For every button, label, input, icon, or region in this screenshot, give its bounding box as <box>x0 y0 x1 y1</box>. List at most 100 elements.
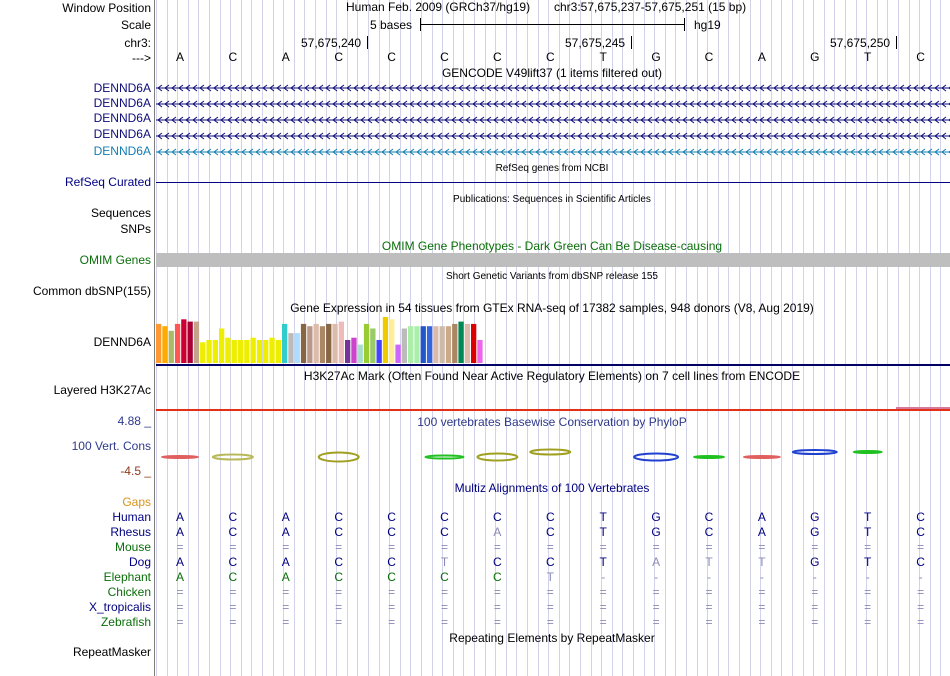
gtex-tissue-bar[interactable] <box>200 342 206 363</box>
multiz-track-title[interactable]: Multiz Alignments of 100 Vertebrates <box>454 481 650 495</box>
gtex-tissue-bar[interactable] <box>263 340 269 363</box>
gtex-tissue-bar[interactable] <box>162 326 168 363</box>
gtex-tissue-bar[interactable] <box>458 321 464 363</box>
phylop-track-title[interactable]: 100 vertebrates Basewise Conservation by… <box>417 415 687 429</box>
publications-snps-label[interactable]: SNPs <box>120 222 151 236</box>
gtex-tissue-bar[interactable] <box>206 340 212 363</box>
track-image-area[interactable]: Human Feb. 2009 (GRCh37/hg19) chr3:57,67… <box>156 0 950 676</box>
gtex-tissue-bar[interactable] <box>464 323 470 363</box>
refseq-track-title[interactable]: RefSeq genes from NCBI <box>495 163 609 174</box>
gtex-tissue-bar[interactable] <box>225 337 231 363</box>
gtex-tissue-bar[interactable] <box>269 337 275 363</box>
gtex-tissue-bar[interactable] <box>376 340 382 363</box>
species-label-xtropicalis[interactable]: X_tropicalis <box>88 600 151 614</box>
gtex-tissue-bar[interactable] <box>300 323 307 363</box>
gtex-expression-bars[interactable] <box>156 315 950 363</box>
gtex-tissue-bar[interactable] <box>250 337 256 363</box>
gtex-tissue-bar[interactable] <box>294 333 300 363</box>
scale-label[interactable]: Scale <box>120 18 151 32</box>
gencode-item-label[interactable]: DENND6A <box>93 81 151 95</box>
gencode-item-label[interactable]: DENND6A <box>93 96 151 110</box>
gencode-transcript[interactable] <box>156 116 950 124</box>
gtex-tissue-bar[interactable] <box>212 340 218 363</box>
gtex-tissue-bar[interactable] <box>363 323 370 363</box>
publications-sequences-label[interactable]: Sequences <box>90 206 151 220</box>
species-label-chicken[interactable]: Chicken <box>107 585 151 599</box>
gtex-tissue-bar[interactable] <box>414 326 420 363</box>
gtex-tissue-bar[interactable] <box>382 317 389 363</box>
species-label-elephant[interactable]: Elephant <box>103 570 151 584</box>
gencode-item-label[interactable]: DENND6A <box>93 144 151 158</box>
species-label-human[interactable]: Human <box>112 510 151 524</box>
gtex-tissue-bar[interactable] <box>452 323 458 363</box>
gencode-item-label[interactable]: DENND6A <box>93 127 151 141</box>
gtex-track-title[interactable]: Gene Expression in 54 tissues from GTEx … <box>290 301 814 315</box>
gtex-tissue-bar[interactable] <box>477 340 483 363</box>
gencode-transcript[interactable] <box>156 132 950 140</box>
omim-track-title[interactable]: OMIM Gene Phenotypes - Dark Green Can Be… <box>381 239 723 253</box>
repeatmasker-track-title[interactable]: Repeating Elements by RepeatMasker <box>449 631 655 645</box>
gtex-tissue-bar[interactable] <box>338 321 344 363</box>
gtex-tissue-bar[interactable] <box>395 344 401 363</box>
gtex-tissue-bar[interactable] <box>319 326 326 363</box>
gtex-tissue-bar[interactable] <box>426 326 433 363</box>
gtex-tissue-bar[interactable] <box>408 326 414 363</box>
omim-gene-block[interactable] <box>156 253 950 267</box>
refseq-gene-line[interactable] <box>156 182 950 183</box>
gencode-transcripts[interactable] <box>156 80 950 160</box>
gtex-tissue-bar[interactable] <box>420 326 426 363</box>
multiz-gaps-label[interactable]: Gaps <box>122 495 151 509</box>
h3k27ac-track-title[interactable]: H3K27Ac Mark (Often Found Near Active Re… <box>303 369 801 383</box>
omim-track-label[interactable]: OMIM Genes <box>79 253 151 267</box>
gencode-transcript[interactable] <box>156 148 950 156</box>
refseq-track-label[interactable]: RefSeq Curated <box>64 175 151 189</box>
gtex-tissue-bar[interactable] <box>174 323 181 363</box>
gtex-tissue-bar[interactable] <box>345 340 351 363</box>
gtex-tissue-bar[interactable] <box>244 340 250 363</box>
gencode-transcript[interactable] <box>156 84 950 92</box>
gtex-track-label[interactable]: DENND6A <box>93 335 151 349</box>
gtex-tissue-bar[interactable] <box>351 337 357 363</box>
gtex-tissue-bar[interactable] <box>401 328 407 364</box>
gtex-tissue-bar[interactable] <box>389 319 395 363</box>
window-position-label[interactable]: Window Position <box>62 1 151 15</box>
strand-label[interactable]: ---> <box>132 51 151 65</box>
gencode-item-label[interactable]: DENND6A <box>93 111 151 125</box>
gtex-tissue-bar[interactable] <box>282 323 288 363</box>
gtex-tissue-bar[interactable] <box>237 340 244 363</box>
species-label-zebrafish[interactable]: Zebrafish <box>100 615 151 629</box>
gtex-tissue-bar[interactable] <box>439 326 445 363</box>
gtex-tissue-bar[interactable] <box>288 333 294 363</box>
dbsnp-track-label[interactable]: Common dbSNP(155) <box>32 284 151 298</box>
gtex-tissue-bar[interactable] <box>370 328 376 364</box>
gtex-tissue-bar[interactable] <box>357 344 363 363</box>
repeatmasker-track-label[interactable]: RepeatMasker <box>72 645 151 659</box>
gencode-track-title[interactable]: GENCODE V49lift37 (1 items filtered out) <box>441 66 663 80</box>
gtex-tissue-bar[interactable] <box>219 328 225 364</box>
gtex-tissue-bar[interactable] <box>275 340 281 363</box>
h3k27ac-signal[interactable] <box>156 409 950 411</box>
gtex-tissue-bar[interactable] <box>256 340 263 363</box>
gtex-tissue-bar[interactable] <box>445 326 452 363</box>
gtex-tissue-bar[interactable] <box>313 323 319 363</box>
dbsnp-track-title[interactable]: Short Genetic Variants from dbSNP releas… <box>446 271 658 282</box>
gtex-tissue-bar[interactable] <box>193 321 200 363</box>
gtex-tissue-bar[interactable] <box>156 323 162 363</box>
gtex-tissue-bar[interactable] <box>187 321 193 363</box>
gtex-tissue-bar[interactable] <box>307 326 313 363</box>
gencode-transcript[interactable] <box>156 100 950 108</box>
gtex-tissue-bar[interactable] <box>326 323 332 363</box>
h3k27ac-track-label[interactable]: Layered H3K27Ac <box>53 383 151 397</box>
phylop-conservation[interactable] <box>156 443 950 473</box>
chrom-label[interactable]: chr3: <box>124 36 151 50</box>
phylop-track-label[interactable]: 100 Vert. Cons <box>71 439 151 453</box>
gtex-tissue-bar[interactable] <box>332 323 338 363</box>
species-label-rhesus[interactable]: Rhesus <box>110 525 151 539</box>
gtex-tissue-bar[interactable] <box>471 323 477 363</box>
publications-track-title[interactable]: Publications: Sequences in Scientific Ar… <box>453 194 651 205</box>
gtex-tissue-bar[interactable] <box>433 326 439 363</box>
gtex-tissue-bar[interactable] <box>231 340 237 363</box>
gtex-tissue-bar[interactable] <box>168 330 174 363</box>
species-label-mouse[interactable]: Mouse <box>114 540 151 554</box>
gtex-tissue-bar[interactable] <box>181 319 187 363</box>
